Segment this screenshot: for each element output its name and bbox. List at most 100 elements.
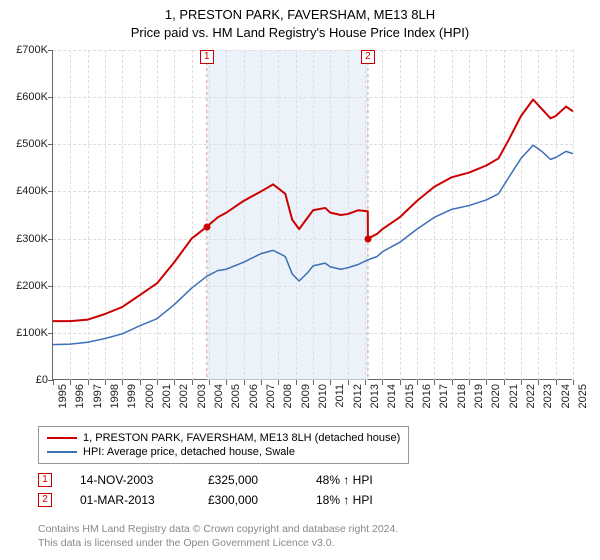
- chart-container: 1, PRESTON PARK, FAVERSHAM, ME13 8LH Pri…: [0, 0, 600, 560]
- x-axis-label: 2006: [248, 384, 260, 408]
- sales-price-2: £300,000: [208, 493, 288, 507]
- title-line1: 1, PRESTON PARK, FAVERSHAM, ME13 8LH: [0, 6, 600, 24]
- x-tick: [174, 380, 175, 385]
- y-axis-label: £100K: [16, 327, 48, 339]
- x-tick: [556, 380, 557, 385]
- x-axis-label: 2002: [178, 384, 190, 408]
- x-axis-label: 2023: [542, 384, 554, 408]
- legend-item-hpi: HPI: Average price, detached house, Swal…: [47, 445, 400, 459]
- legend-label-hpi: HPI: Average price, detached house, Swal…: [83, 446, 295, 458]
- x-axis-label: 1996: [74, 384, 86, 408]
- sales-row-2: 2 01-MAR-2013 £300,000 18% ↑ HPI: [38, 490, 416, 510]
- x-axis-label: 1997: [92, 384, 104, 408]
- plot-region: £0£100K£200K£300K£400K£500K£600K£700K199…: [52, 50, 572, 380]
- sales-row-1: 1 14-NOV-2003 £325,000 48% ↑ HPI: [38, 470, 416, 490]
- x-axis-label: 2019: [473, 384, 485, 408]
- x-tick: [400, 380, 401, 385]
- sales-price-1: £325,000: [208, 473, 288, 487]
- footer: Contains HM Land Registry data © Crown c…: [38, 522, 398, 550]
- line-layer: [53, 50, 573, 380]
- x-tick: [70, 380, 71, 385]
- x-axis-label: 2004: [213, 384, 225, 408]
- sales-diff-2: 18% ↑ HPI: [316, 493, 416, 507]
- x-tick: [348, 380, 349, 385]
- x-axis-label: 2017: [438, 384, 450, 408]
- x-tick: [209, 380, 210, 385]
- x-tick: [365, 380, 366, 385]
- x-axis-label: 1999: [126, 384, 138, 408]
- legend-swatch-property: [47, 437, 77, 439]
- x-tick: [244, 380, 245, 385]
- x-axis-label: 2022: [525, 384, 537, 408]
- legend-item-property: 1, PRESTON PARK, FAVERSHAM, ME13 8LH (de…: [47, 431, 400, 445]
- sales-diff-1: 48% ↑ HPI: [316, 473, 416, 487]
- y-axis-label: £600K: [16, 91, 48, 103]
- y-axis-label: £0: [36, 374, 48, 386]
- x-axis-label: 2024: [560, 384, 572, 408]
- chart-area: £0£100K£200K£300K£400K£500K£600K£700K199…: [52, 50, 572, 380]
- x-axis-label: 2012: [352, 384, 364, 408]
- x-axis-label: 2000: [144, 384, 156, 408]
- x-tick: [296, 380, 297, 385]
- legend-label-property: 1, PRESTON PARK, FAVERSHAM, ME13 8LH (de…: [83, 432, 400, 444]
- x-axis-label: 2007: [265, 384, 277, 408]
- y-tick: [48, 50, 53, 51]
- x-axis-label: 2020: [490, 384, 502, 408]
- sales-marker-2: 2: [38, 493, 52, 507]
- x-tick: [226, 380, 227, 385]
- x-axis-label: 2025: [577, 384, 589, 408]
- y-tick: [48, 97, 53, 98]
- title-block: 1, PRESTON PARK, FAVERSHAM, ME13 8LH Pri…: [0, 0, 600, 42]
- sales-marker-1: 1: [38, 473, 52, 487]
- y-axis-label: £300K: [16, 233, 48, 245]
- x-axis-label: 2005: [230, 384, 242, 408]
- sale-marker-box-2: 2: [361, 50, 375, 64]
- y-tick: [48, 239, 53, 240]
- x-tick: [330, 380, 331, 385]
- x-tick: [157, 380, 158, 385]
- x-axis-label: 2018: [456, 384, 468, 408]
- x-tick: [486, 380, 487, 385]
- y-axis-label: £500K: [16, 138, 48, 150]
- x-tick: [278, 380, 279, 385]
- legend-swatch-hpi: [47, 451, 77, 453]
- x-tick: [53, 380, 54, 385]
- x-axis-label: 2021: [508, 384, 520, 408]
- sales-date-2: 01-MAR-2013: [80, 493, 180, 507]
- x-tick: [504, 380, 505, 385]
- x-axis-label: 2015: [404, 384, 416, 408]
- x-tick: [140, 380, 141, 385]
- x-tick: [521, 380, 522, 385]
- x-axis-label: 2011: [334, 384, 346, 408]
- x-axis-label: 1995: [57, 384, 69, 408]
- x-tick: [538, 380, 539, 385]
- sales-date-1: 14-NOV-2003: [80, 473, 180, 487]
- x-tick: [261, 380, 262, 385]
- sales-table: 1 14-NOV-2003 £325,000 48% ↑ HPI 2 01-MA…: [38, 470, 416, 510]
- sale-marker-dot-2: [364, 235, 371, 242]
- y-axis-label: £700K: [16, 44, 48, 56]
- y-axis-label: £200K: [16, 280, 48, 292]
- x-tick: [434, 380, 435, 385]
- legend: 1, PRESTON PARK, FAVERSHAM, ME13 8LH (de…: [38, 426, 409, 464]
- x-tick: [382, 380, 383, 385]
- x-tick: [573, 380, 574, 385]
- x-tick: [469, 380, 470, 385]
- title-line2: Price paid vs. HM Land Registry's House …: [0, 24, 600, 42]
- footer-line1: Contains HM Land Registry data © Crown c…: [38, 522, 398, 536]
- x-tick: [452, 380, 453, 385]
- sale-marker-box-1: 1: [200, 50, 214, 64]
- y-tick: [48, 286, 53, 287]
- x-tick: [313, 380, 314, 385]
- gridline-v: [573, 50, 574, 380]
- x-axis-label: 2013: [369, 384, 381, 408]
- x-axis-label: 2016: [421, 384, 433, 408]
- x-axis-label: 2001: [161, 384, 173, 408]
- x-axis-label: 2008: [282, 384, 294, 408]
- x-tick: [417, 380, 418, 385]
- x-tick: [122, 380, 123, 385]
- x-axis-label: 2003: [196, 384, 208, 408]
- x-axis-label: 2014: [386, 384, 398, 408]
- series-hpi: [53, 145, 573, 344]
- x-tick: [88, 380, 89, 385]
